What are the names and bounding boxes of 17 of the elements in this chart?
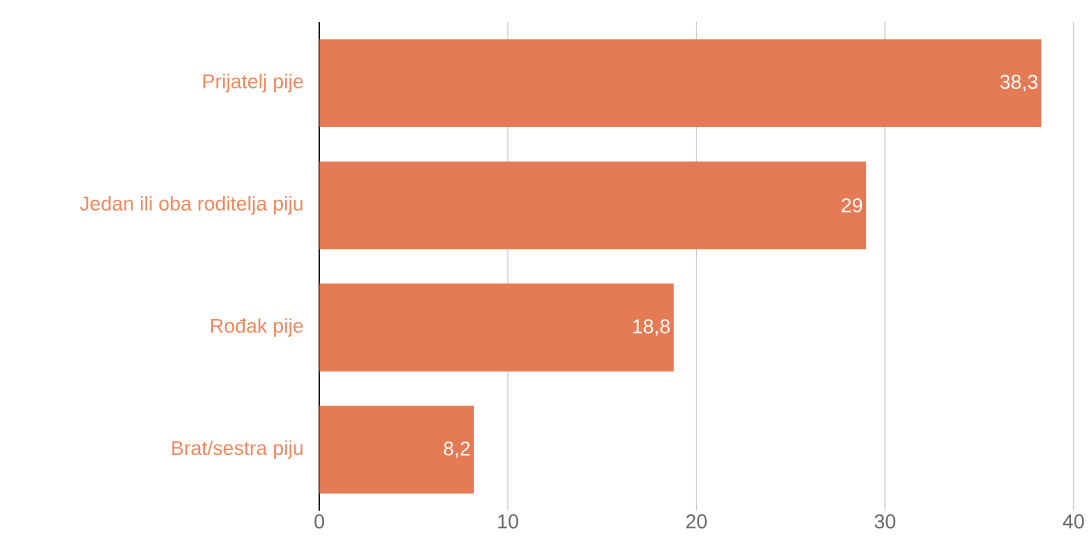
x-tick-label: 0 [314,514,325,529]
bar [319,39,1042,128]
x-tick-label: 40 [1062,514,1084,529]
data-label: 29 [841,198,863,213]
bar [319,405,474,494]
data-label: 38,3 [1000,74,1038,92]
data-label: 8,2 [443,441,470,459]
y-tick-label: Rođak pije [211,318,303,337]
y-tick-label: Prijatelj pije [203,73,303,93]
bar [319,283,674,372]
x-tick-label: 30 [874,514,896,529]
data-label: 18,8 [633,319,670,336]
y-tick-label: Brat/sestra piju [172,440,303,460]
bar [319,161,867,250]
x-tick-label: 10 [498,514,519,529]
y-tick-label: Jedan ili oba roditelja piju [80,196,303,215]
x-tick-label: 20 [686,514,707,529]
